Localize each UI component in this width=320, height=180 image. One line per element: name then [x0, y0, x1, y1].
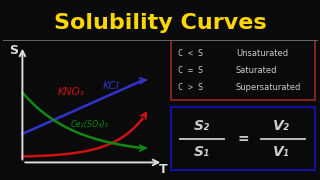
- Text: Unsaturated: Unsaturated: [236, 49, 288, 58]
- Text: C = S: C = S: [179, 66, 204, 75]
- Text: S₁: S₁: [194, 145, 210, 159]
- Text: KCl: KCl: [102, 81, 119, 91]
- Text: V₂: V₂: [273, 119, 290, 133]
- Text: S: S: [10, 44, 19, 57]
- Text: Saturated: Saturated: [236, 66, 277, 75]
- Text: C < S: C < S: [179, 49, 204, 58]
- Text: KNO₃: KNO₃: [58, 87, 84, 97]
- Text: T: T: [158, 163, 167, 176]
- Text: Ce₂(SO₄)₃: Ce₂(SO₄)₃: [70, 120, 108, 129]
- Text: Supersaturated: Supersaturated: [236, 83, 301, 92]
- Text: V₁: V₁: [273, 145, 290, 159]
- Text: =: =: [237, 132, 249, 146]
- Text: C > S: C > S: [179, 83, 204, 92]
- Text: Solubility Curves: Solubility Curves: [54, 13, 266, 33]
- Text: S₂: S₂: [194, 119, 210, 133]
